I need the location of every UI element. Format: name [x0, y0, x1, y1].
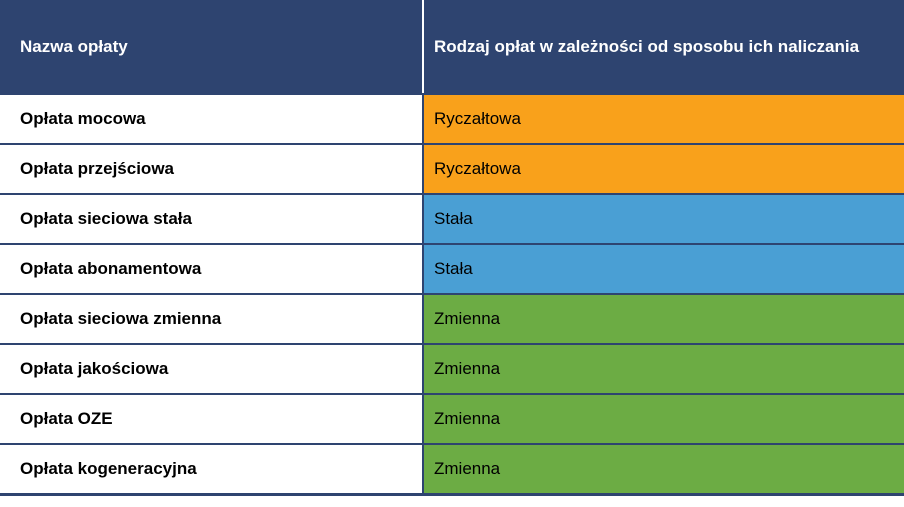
- fee-name-label: Opłata przejściowa: [20, 159, 174, 178]
- header-cell-fee-category: Rodzaj opłat w zależności od sposobu ich…: [424, 0, 904, 93]
- fee-name-label: Opłata sieciowa zmienna: [20, 309, 222, 328]
- table-row: Opłata kogeneracyjna Zmienna: [0, 443, 904, 493]
- table-header-row: Nazwa opłaty Rodzaj opłat w zależności o…: [0, 0, 904, 93]
- fee-name-cell: Opłata mocowa: [0, 95, 424, 143]
- fee-name-cell: Opłata jakościowa: [0, 345, 424, 393]
- fee-name-label: Opłata kogeneracyjna: [20, 459, 197, 478]
- table-row: Opłata OZE Zmienna: [0, 393, 904, 443]
- fee-name-label: Opłata mocowa: [20, 109, 146, 128]
- table-row: Opłata sieciowa stała Stała: [0, 193, 904, 243]
- fee-category-cell: Stała: [424, 245, 904, 293]
- fee-name-cell: Opłata kogeneracyjna: [0, 445, 424, 493]
- table-row: Opłata jakościowa Zmienna: [0, 343, 904, 393]
- fee-category-label: Zmienna: [434, 459, 501, 478]
- fee-name-cell: Opłata OZE: [0, 395, 424, 443]
- fee-category-label: Ryczałtowa: [434, 109, 521, 128]
- fee-types-table: Nazwa opłaty Rodzaj opłat w zależności o…: [0, 0, 904, 496]
- fee-category-label: Stała: [434, 209, 473, 228]
- fee-category-cell: Zmienna: [424, 395, 904, 443]
- header-label-fee-category: Rodzaj opłat w zależności od sposobu ich…: [434, 36, 860, 56]
- fee-name-label: Opłata OZE: [20, 409, 113, 428]
- fee-category-label: Ryczałtowa: [434, 159, 521, 178]
- table-row: Opłata abonamentowa Stała: [0, 243, 904, 293]
- fee-category-cell: Stała: [424, 195, 904, 243]
- fee-name-label: Opłata jakościowa: [20, 359, 169, 378]
- fee-category-cell: Ryczałtowa: [424, 95, 904, 143]
- fee-category-label: Zmienna: [434, 359, 501, 378]
- fee-category-label: Stała: [434, 259, 473, 278]
- table-row: Opłata mocowa Ryczałtowa: [0, 93, 904, 143]
- header-label-fee-name: Nazwa opłaty: [20, 36, 128, 56]
- fee-name-cell: Opłata abonamentowa: [0, 245, 424, 293]
- table-row: Opłata przejściowa Ryczałtowa: [0, 143, 904, 193]
- fee-category-cell: Zmienna: [424, 345, 904, 393]
- fee-name-cell: Opłata sieciowa zmienna: [0, 295, 424, 343]
- header-cell-fee-name: Nazwa opłaty: [0, 0, 424, 93]
- fee-category-cell: Zmienna: [424, 295, 904, 343]
- fee-category-label: Zmienna: [434, 409, 501, 428]
- fee-name-cell: Opłata sieciowa stała: [0, 195, 424, 243]
- fee-category-cell: Ryczałtowa: [424, 145, 904, 193]
- fee-name-cell: Opłata przejściowa: [0, 145, 424, 193]
- fee-category-cell: Zmienna: [424, 445, 904, 493]
- fee-name-label: Opłata sieciowa stała: [20, 209, 192, 228]
- fee-category-label: Zmienna: [434, 309, 501, 328]
- fee-name-label: Opłata abonamentowa: [20, 259, 202, 278]
- table-row: Opłata sieciowa zmienna Zmienna: [0, 293, 904, 343]
